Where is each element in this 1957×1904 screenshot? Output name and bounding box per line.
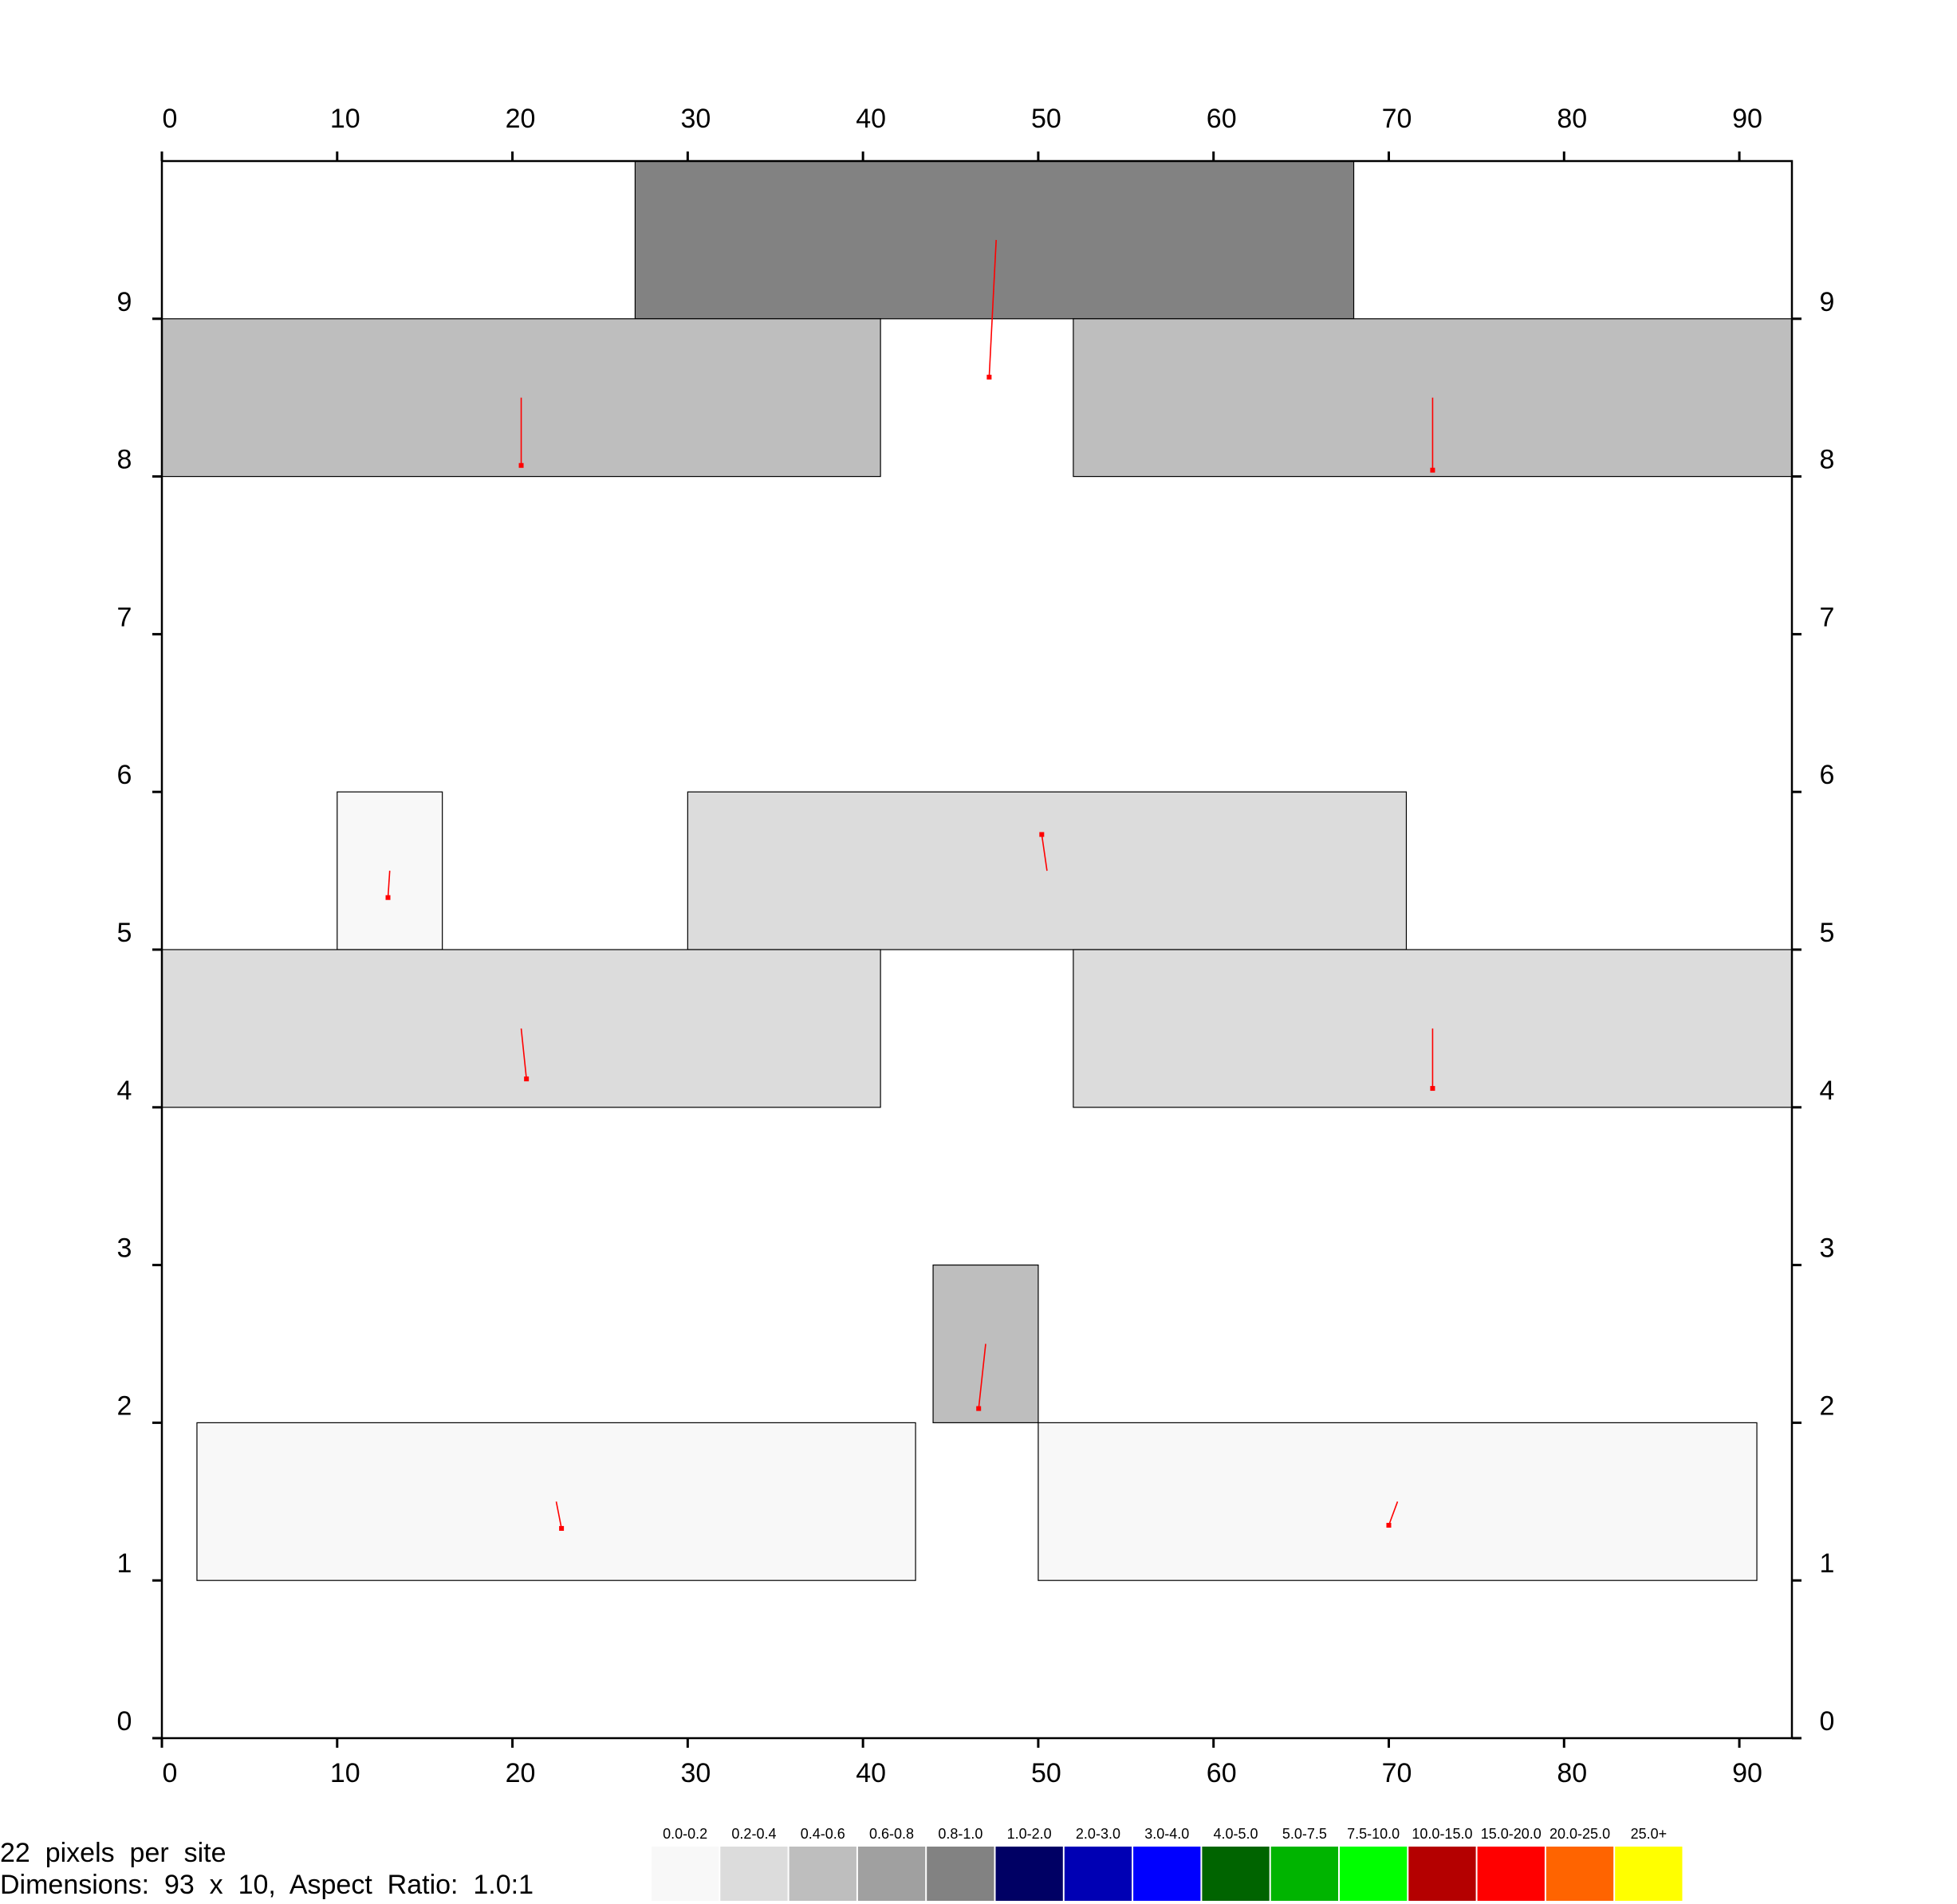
x-tick-label-top: 0 bbox=[163, 104, 178, 134]
legend-label: 20.0-25.0 bbox=[1549, 1826, 1610, 1842]
flow-vector bbox=[978, 1343, 986, 1409]
x-tick-label-bottom: 80 bbox=[1557, 1758, 1587, 1788]
legend-swatch bbox=[857, 1847, 926, 1901]
x-tick-label-top: 10 bbox=[330, 104, 360, 134]
legend-swatch bbox=[1133, 1847, 1201, 1901]
y-tick-label-left: 5 bbox=[117, 918, 132, 948]
legend-swatch bbox=[927, 1847, 994, 1901]
flow-vector-head bbox=[524, 1076, 530, 1082]
y-tick-label-right: 4 bbox=[1820, 1076, 1835, 1106]
flow-vector-head bbox=[1430, 1086, 1435, 1092]
legend-swatch bbox=[1340, 1847, 1408, 1901]
y-tick-label-right: 2 bbox=[1820, 1391, 1835, 1421]
legend-swatch bbox=[1202, 1847, 1270, 1901]
y-tick-label-left: 7 bbox=[117, 602, 132, 632]
legend-label: 4.0-5.0 bbox=[1214, 1826, 1258, 1842]
legend-label: 2.0-3.0 bbox=[1076, 1826, 1120, 1842]
x-tick-label-bottom: 0 bbox=[163, 1758, 178, 1788]
flow-vector-head bbox=[986, 374, 992, 380]
legend-swatch bbox=[995, 1847, 1063, 1901]
y-tick-label-right: 0 bbox=[1820, 1706, 1835, 1737]
legend-swatch bbox=[652, 1847, 719, 1901]
flow-vector bbox=[520, 1028, 527, 1080]
x-tick-label-bottom: 30 bbox=[680, 1758, 711, 1788]
flow-vector bbox=[1041, 834, 1048, 871]
x-tick-label-top: 70 bbox=[1382, 104, 1412, 134]
y-tick-label-left: 1 bbox=[117, 1548, 132, 1579]
x-tick-label-top: 60 bbox=[1207, 104, 1237, 134]
legend-swatch bbox=[1477, 1847, 1545, 1901]
legend-swatch bbox=[1615, 1847, 1683, 1901]
flow-vector-head bbox=[976, 1406, 982, 1411]
y-tick-label-right: 1 bbox=[1820, 1548, 1835, 1579]
y-tick-label-left: 0 bbox=[117, 1706, 132, 1737]
legend-swatch bbox=[1408, 1847, 1476, 1901]
x-tick-label-bottom: 60 bbox=[1207, 1758, 1237, 1788]
y-tick-label-left: 8 bbox=[117, 445, 132, 475]
dimensions-label: Dimensions: 93 x 10, Aspect Ratio: 1.0:1 bbox=[0, 1870, 534, 1900]
y-tick-label-left: 2 bbox=[117, 1391, 132, 1421]
y-tick-label-left: 9 bbox=[117, 287, 132, 317]
x-tick-label-bottom: 70 bbox=[1382, 1758, 1412, 1788]
flow-vector-head bbox=[1039, 832, 1045, 837]
legend-label: 0.2-0.4 bbox=[731, 1826, 776, 1842]
legend-label: 15.0-20.0 bbox=[1481, 1826, 1542, 1842]
legend-label: 25.0+ bbox=[1631, 1826, 1668, 1842]
x-tick-label-top: 90 bbox=[1732, 104, 1762, 134]
y-tick-label-right: 3 bbox=[1820, 1233, 1835, 1264]
x-tick-label-bottom: 10 bbox=[330, 1758, 360, 1788]
legend-label: 7.5-10.0 bbox=[1347, 1826, 1400, 1842]
y-tick-label-right: 5 bbox=[1820, 918, 1835, 948]
x-tick-label-bottom: 20 bbox=[506, 1758, 536, 1788]
pixels-per-site-label: 22 pixels per site bbox=[0, 1838, 226, 1868]
x-tick-label-top: 20 bbox=[506, 104, 536, 134]
x-tick-label-top: 30 bbox=[680, 104, 711, 134]
legend-swatch bbox=[720, 1847, 788, 1901]
site-rect bbox=[687, 791, 1408, 950]
legend-label: 3.0-4.0 bbox=[1144, 1826, 1189, 1842]
legend-label: 0.4-0.6 bbox=[801, 1826, 845, 1842]
y-tick-label-left: 4 bbox=[117, 1076, 132, 1106]
flow-vector-head bbox=[518, 462, 524, 468]
legend-label: 0.8-1.0 bbox=[938, 1826, 982, 1842]
flow-vector bbox=[988, 239, 997, 378]
legend-swatch bbox=[1546, 1847, 1614, 1901]
y-tick-label-left: 3 bbox=[117, 1233, 132, 1264]
y-tick-label-right: 6 bbox=[1820, 760, 1835, 790]
x-tick-label-top: 80 bbox=[1557, 104, 1587, 134]
legend-label: 0.0-0.2 bbox=[663, 1826, 707, 1842]
x-tick-label-bottom: 40 bbox=[856, 1758, 886, 1788]
legend-label: 0.6-0.8 bbox=[869, 1826, 914, 1842]
x-tick-label-top: 40 bbox=[856, 104, 886, 134]
legend-label: 5.0-7.5 bbox=[1282, 1826, 1327, 1842]
flow-vector-head bbox=[385, 895, 391, 900]
legend-label: 1.0-2.0 bbox=[1007, 1826, 1052, 1842]
legend-swatch bbox=[1270, 1847, 1338, 1901]
flow-vector bbox=[387, 871, 391, 898]
y-tick-label-right: 7 bbox=[1820, 602, 1835, 632]
x-tick-label-bottom: 90 bbox=[1732, 1758, 1762, 1788]
legend-label: 10.0-15.0 bbox=[1412, 1826, 1472, 1842]
flow-vector-head bbox=[1386, 1522, 1392, 1528]
legend-swatch bbox=[789, 1847, 856, 1901]
y-tick-label-right: 9 bbox=[1820, 287, 1835, 317]
flow-vector-head bbox=[559, 1525, 565, 1531]
flow-vector-head bbox=[1430, 467, 1435, 473]
y-tick-label-right: 8 bbox=[1820, 445, 1835, 475]
legend-swatch bbox=[1064, 1847, 1132, 1901]
x-tick-label-top: 50 bbox=[1031, 104, 1061, 134]
y-tick-label-left: 6 bbox=[117, 760, 132, 790]
flow-vector bbox=[1388, 1501, 1399, 1526]
site-rect bbox=[634, 160, 1355, 320]
x-tick-label-bottom: 50 bbox=[1031, 1758, 1061, 1788]
flow-vector bbox=[555, 1501, 562, 1529]
